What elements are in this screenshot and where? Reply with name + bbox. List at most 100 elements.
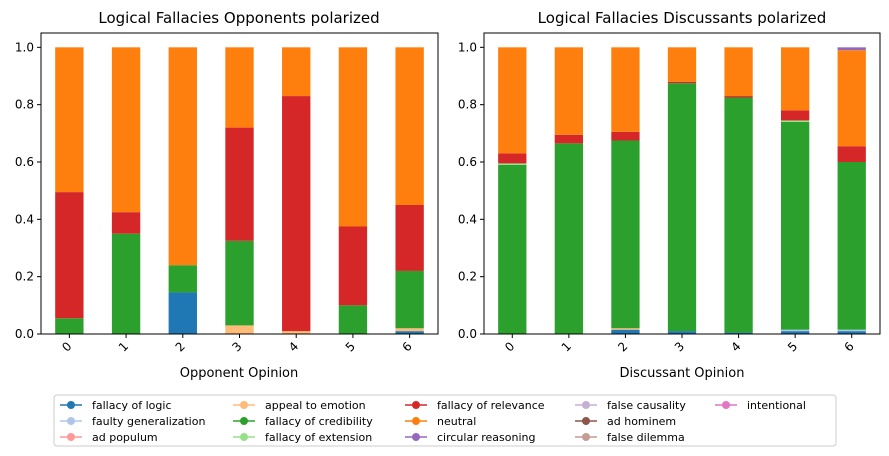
discussants-bar-5-fallacy-of-logic: [781, 331, 810, 334]
legend-item-circular-reasoning: circular reasoning: [405, 431, 535, 444]
legend-item-label: false causality: [607, 399, 686, 412]
legend-swatch-marker: [582, 417, 590, 425]
opponents-chart: Logical Fallacies Opponents polarized 0.…: [15, 9, 439, 381]
discussants-y-tick-label: 1.0: [458, 40, 477, 54]
legend: fallacy of logic faulty generalization ad …: [53, 394, 837, 447]
opponents-bar-3-appeal-to-emotion: [225, 325, 254, 334]
legend-item-ad-populum: ad populum: [60, 431, 158, 444]
discussants-bar-6-faulty-generalization: [837, 329, 866, 332]
legend-item-label: false dilemma: [607, 431, 685, 444]
discussants-x-tick-label: 3: [672, 339, 687, 354]
legend-swatch-marker: [240, 401, 248, 409]
discussants-bar-6-circular-reasoning: [837, 47, 866, 51]
opponents-y-tick-label: 1.0: [15, 40, 34, 54]
opponents-bar-5-fallacy-of-relevance: [338, 226, 368, 306]
discussants-bar-5-fallacy-of-extension: [781, 120, 810, 122]
opponents-axes-frame: [40, 32, 439, 335]
legend-item-false-causality: false causality: [575, 399, 686, 412]
legend-swatch-marker: [412, 417, 420, 425]
discussants-y-axis: 0.0 0.2 0.4 0.6 0.8 1.0: [458, 40, 484, 341]
legend-item-appeal-to-emotion: appeal to emotion: [233, 399, 366, 412]
legend-frame: [53, 394, 837, 447]
discussants-x-tick-label: 5: [785, 339, 800, 354]
discussants-x-tick-label: 1: [559, 339, 574, 354]
legend-swatch-marker: [240, 417, 248, 425]
discussants-bar-2-fallacy-of-credibility: [611, 140, 640, 329]
discussants-bar-2-neutral: [611, 47, 640, 132]
legend-swatch-marker: [412, 401, 420, 409]
legend-item-fallacy-of-logic: fallacy of logic: [60, 399, 172, 412]
discussants-axes-frame: [483, 32, 881, 335]
opponents-y-tick-label: 0.6: [15, 155, 34, 169]
discussants-bar-4-neutral: [724, 47, 753, 97]
legend-item-label: neutral: [437, 415, 476, 428]
discussants-bar-1-fallacy-of-credibility: [554, 143, 583, 334]
opponents-bar-3-neutral: [225, 47, 254, 128]
opponents-bar-5-fallacy-of-credibility: [338, 305, 368, 334]
discussants-bar-0-fallacy-of-extension: [498, 163, 527, 165]
legend-item-ad-hominem: ad hominem: [575, 415, 676, 428]
legend-swatch-marker: [582, 401, 590, 409]
legend-item-label: fallacy of relevance: [437, 399, 545, 412]
opponents-bar-1-fallacy-of-credibility: [111, 233, 141, 334]
discussants-bar-4-fallacy-of-relevance: [724, 96, 753, 98]
discussants-chart-title: Logical Fallacies Discussants polarized: [538, 9, 827, 27]
discussants-bar-3-fallacy-of-relevance: [667, 81, 697, 84]
legend-item-fallacy-of-credibility: fallacy of credibility: [233, 415, 373, 428]
legend-swatch-marker: [67, 401, 75, 409]
opponents-y-tick-label: 0.8: [15, 98, 34, 112]
legend-swatch-marker: [582, 433, 590, 441]
discussants-bar-1-fallacy-of-relevance: [554, 134, 583, 144]
opponents-bar-1-fallacy-of-relevance: [111, 212, 141, 234]
legend-swatch-marker: [67, 417, 75, 425]
legend-item-label: ad populum: [92, 431, 158, 444]
discussants-bar-3-fallacy-of-credibility: [667, 83, 697, 332]
discussants-bars: [498, 47, 866, 334]
discussants-bar-6-fallacy-of-logic: [837, 331, 866, 334]
legend-item-label: fallacy of credibility: [265, 415, 373, 428]
discussants-x-tick-label: 4: [728, 339, 743, 354]
opponents-bar-2-fallacy-of-logic: [168, 292, 197, 334]
legend-item-faulty-generalization: faulty generalization: [60, 415, 205, 428]
legend-item-label: ad hominem: [607, 415, 676, 428]
opponents-bar-1-neutral: [111, 47, 141, 213]
discussants-bar-6-fallacy-of-credibility: [837, 162, 866, 330]
discussants-bar-0-neutral: [498, 47, 527, 154]
opponents-bar-5-neutral: [338, 47, 368, 227]
opponents-x-tick-label: 4: [286, 339, 301, 354]
discussants-bar-5-faulty-generalization: [781, 329, 810, 332]
legend-item-label: appeal to emotion: [265, 399, 366, 412]
opponents-bar-3-fallacy-of-credibility: [225, 240, 254, 326]
legend-swatch-marker: [67, 433, 75, 441]
discussants-y-tick-label: 0.2: [458, 270, 477, 284]
opponents-bar-2-neutral: [168, 47, 197, 266]
opponents-chart-title: Logical Fallacies Opponents polarized: [98, 9, 379, 27]
opponents-bar-4-appeal-to-emotion: [282, 331, 311, 334]
opponents-x-tick-label: 3: [229, 339, 244, 354]
discussants-x-axis: 0 1 2 3 4 5 6: [502, 334, 857, 355]
opponents-x-label: Opponent Opinion: [180, 366, 299, 381]
discussants-chart: Logical Fallacies Discussants polarized …: [458, 9, 881, 381]
discussants-y-tick-label: 0.4: [458, 212, 477, 226]
legend-swatch-marker: [412, 433, 420, 441]
discussants-bar-0-fallacy-of-relevance: [498, 153, 527, 164]
legend-item-label: circular reasoning: [437, 431, 535, 444]
discussants-bar-3-neutral: [667, 47, 697, 82]
discussants-bar-4-fallacy-of-credibility: [724, 97, 753, 333]
discussants-bar-6-neutral: [837, 50, 866, 147]
opponents-bar-6-fallacy-of-credibility: [395, 270, 424, 329]
opponents-x-tick-label: 1: [116, 339, 131, 354]
discussants-bar-2-fallacy-of-logic: [611, 329, 640, 334]
discussants-x-label: Discussant Opinion: [620, 366, 745, 381]
discussants-bar-4-fallacy-of-logic: [724, 332, 753, 334]
legend-item-label: intentional: [747, 399, 806, 412]
discussants-y-tick-label: 0.6: [458, 155, 477, 169]
discussants-bar-1-neutral: [554, 47, 583, 135]
discussants-bar-5-fallacy-of-credibility: [781, 121, 810, 330]
discussants-y-tick-label: 0.0: [458, 327, 477, 341]
discussants-bar-3-fallacy-of-logic: [667, 331, 697, 334]
discussants-bar-0-fallacy-of-credibility: [498, 164, 527, 334]
opponents-x-tick-label: 0: [59, 339, 74, 354]
opponents-bar-4-fallacy-of-relevance: [282, 96, 311, 332]
discussants-y-tick-label: 0.8: [458, 98, 477, 112]
